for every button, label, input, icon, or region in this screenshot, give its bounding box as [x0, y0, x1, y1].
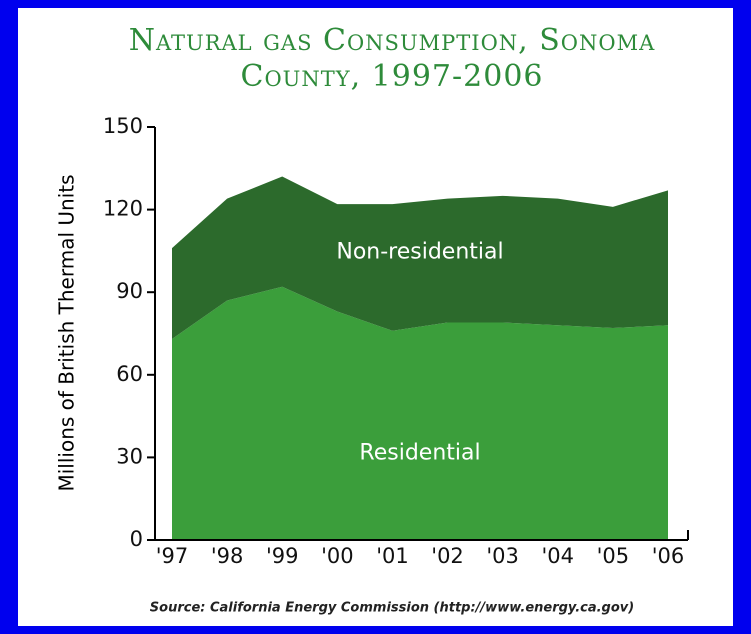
y-tick-label: 60 [116, 362, 143, 386]
source: Source: California Energy Commission (ht… [150, 601, 634, 616]
y-axis-label: Millions of British Thermal Units [55, 174, 79, 491]
x-tick-label: '98 [211, 544, 244, 568]
x-tick-label: '02 [431, 544, 464, 568]
x-tick-label: '04 [542, 544, 575, 568]
series-label: Residential [359, 440, 480, 465]
series-label: Non-residential [336, 239, 503, 264]
area [172, 176, 668, 340]
chart-title: Natural gas Consumption, Sonoma [129, 23, 656, 58]
x-tick-label: '00 [321, 544, 354, 568]
x-tick-label: '99 [266, 544, 299, 568]
y-tick-label: 30 [116, 444, 143, 468]
x-tick-label: '05 [597, 544, 630, 568]
x-tick-label: '03 [486, 544, 519, 568]
y-tick-label: 0 [130, 527, 143, 551]
x-tick-label: '01 [376, 544, 409, 568]
x-tick-label: '97 [156, 544, 189, 568]
y-tick-label: 120 [103, 197, 143, 221]
y-tick-label: 150 [103, 114, 143, 138]
y-tick-label: 90 [116, 279, 143, 303]
chart-title: County, 1997-2006 [240, 59, 543, 94]
area [172, 286, 668, 540]
x-tick-label: '06 [652, 544, 685, 568]
